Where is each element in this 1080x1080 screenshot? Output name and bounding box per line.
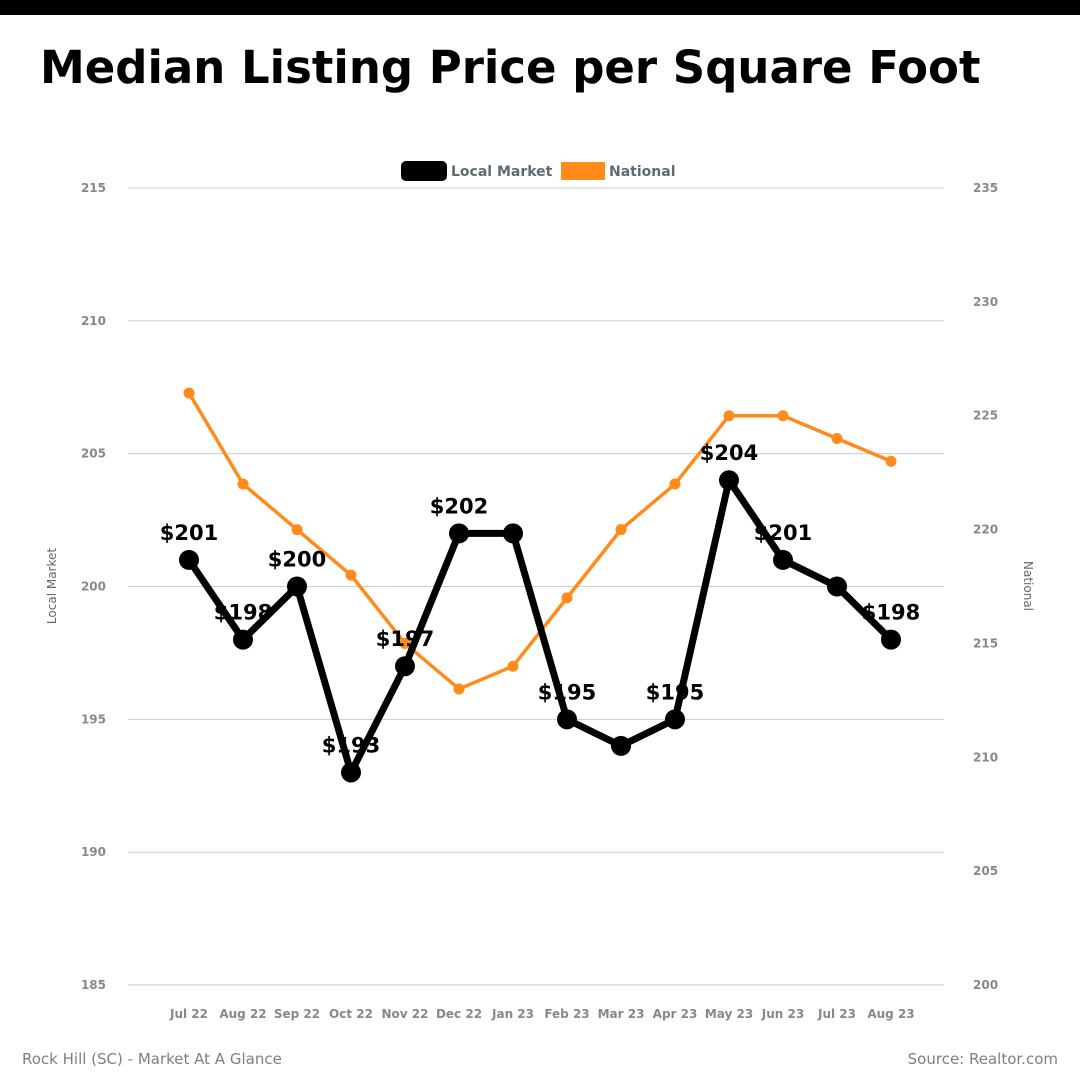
series: [179, 387, 901, 783]
point-national: [885, 455, 897, 467]
x-tick-label: Jul 22: [169, 1007, 208, 1021]
point-national: [183, 387, 195, 399]
legend: Local Market National: [401, 161, 676, 181]
x-tick-label: Jul 23: [817, 1007, 856, 1021]
point-national: [669, 478, 681, 490]
point-local-market: [881, 629, 901, 650]
legend-swatch-national: [561, 162, 605, 180]
footer-market-name: Rock Hill (SC) - Market At A Glance: [22, 1050, 282, 1068]
footer-source: Source: Realtor.com: [907, 1050, 1058, 1068]
x-tick-label: Aug 23: [867, 1007, 914, 1021]
y-right-tick-label: 200: [973, 978, 998, 992]
point-national: [561, 592, 573, 604]
point-local-market: [179, 549, 199, 570]
data-label-local-market: $197: [376, 627, 434, 651]
y-left-tick-label: 195: [81, 712, 106, 726]
data-label-local-market: $201: [754, 521, 812, 545]
x-tick-label: Jun 23: [761, 1007, 804, 1021]
series-line-local-market: [185, 476, 895, 776]
point-local-market: [395, 656, 415, 677]
y-right-tick-label: 230: [973, 295, 998, 309]
data-label-local-market: $198: [214, 601, 272, 625]
top-bar: [0, 0, 1080, 15]
x-tick-label: Feb 23: [544, 1007, 589, 1021]
x-tick-label: Aug 22: [219, 1007, 266, 1021]
point-national: [291, 524, 303, 536]
data-label-local-market: $193: [322, 733, 380, 757]
x-tick-label: Oct 22: [329, 1007, 373, 1021]
point-national: [237, 478, 249, 490]
data-label-local-market: $195: [646, 680, 704, 704]
point-local-market: [611, 735, 631, 756]
y-right-tick-label: 225: [973, 409, 998, 423]
point-national: [453, 683, 465, 695]
y-right-tick-label: 215: [973, 636, 998, 650]
point-local-market: [773, 549, 793, 570]
point-local-market: [719, 470, 739, 491]
point-national: [399, 637, 411, 649]
y-axis-right-title: National: [1021, 561, 1035, 611]
chart-title: Median Listing Price per Square Foot: [40, 41, 981, 94]
gridlines: [128, 187, 944, 986]
data-labels: $201 $198 $200 $193 $197 $202 $195 $195 $204 $201…: [160, 441, 920, 757]
y-right-tick-label: 210: [973, 750, 998, 764]
y-left-tick-label: 205: [81, 447, 106, 461]
axis-ticks: 185 190 195 200 205 210 215 200 205 210 215 220 225 2…: [81, 181, 998, 1021]
x-tick-label: Apr 23: [653, 1007, 698, 1021]
data-label-local-market: $204: [700, 441, 758, 465]
point-local-market: [503, 523, 523, 544]
point-national: [345, 569, 357, 581]
y-left-tick-label: 215: [81, 181, 106, 195]
y-right-tick-label: 235: [973, 181, 998, 195]
point-local-market: [287, 576, 307, 597]
y-left-tick-label: 210: [81, 314, 106, 328]
point-local-market: [233, 629, 253, 650]
point-national: [723, 410, 735, 422]
point-national: [831, 432, 843, 444]
point-local-market: [341, 762, 361, 783]
x-tick-label: Mar 23: [598, 1007, 645, 1021]
y-axis-left-title: Local Market: [45, 548, 59, 624]
x-tick-label: Nov 22: [382, 1007, 429, 1021]
x-tick-label: Sep 22: [274, 1007, 320, 1021]
y-left-tick-label: 200: [81, 580, 106, 594]
y-left-tick-label: 190: [81, 845, 106, 859]
legend-swatch-local-market: [401, 161, 447, 181]
y-right-tick-label: 205: [973, 864, 998, 878]
legend-label-local-market: Local Market: [451, 164, 553, 180]
point-local-market: [665, 709, 685, 730]
x-tick-label: Jan 23: [491, 1007, 534, 1021]
data-label-local-market: $198: [862, 601, 920, 625]
point-local-market: [449, 523, 469, 544]
legend-label-national: National: [609, 164, 676, 180]
point-national: [507, 660, 519, 672]
y-right-tick-label: 220: [973, 523, 998, 537]
data-label-local-market: $200: [268, 548, 326, 572]
point-local-market: [827, 576, 847, 597]
point-national: [777, 410, 789, 422]
point-national: [615, 524, 627, 536]
point-local-market: [557, 709, 577, 730]
x-tick-label: May 23: [705, 1007, 753, 1021]
data-label-local-market: $195: [538, 680, 596, 704]
data-label-local-market: $202: [430, 494, 488, 518]
y-left-tick-label: 185: [81, 978, 106, 992]
x-tick-label: Dec 22: [436, 1007, 482, 1021]
data-label-local-market: $201: [160, 521, 218, 545]
